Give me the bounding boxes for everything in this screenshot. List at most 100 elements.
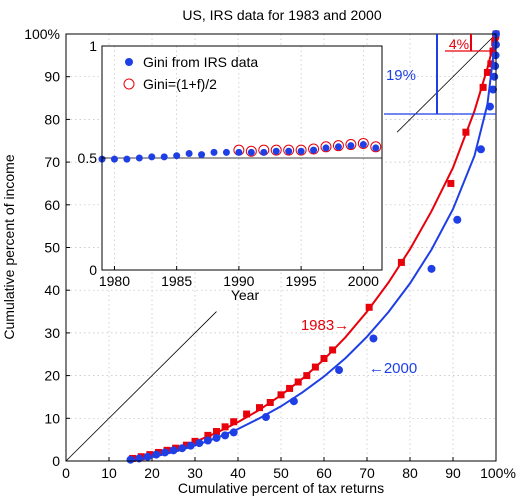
inset-x-tick-label: 1980 [99, 273, 130, 289]
inset-point-gini-irs [185, 150, 193, 158]
point-1983 [397, 258, 405, 266]
series-1983-label: 1983→ [301, 317, 349, 334]
inset-ticks: 1980 1985 1990 1995 2000 0 0.5 1 [78, 38, 380, 289]
equality-line-upper [396, 33, 497, 133]
inset-point-gini-irs [160, 153, 168, 161]
point-2000 [427, 264, 436, 273]
inset-grid [114, 46, 364, 270]
legend-label-gini-irs: Gini from IRS data [143, 54, 258, 70]
inset-point-gini-formula [370, 141, 382, 153]
inset-y-tick-label: 0.5 [78, 150, 98, 166]
point-2000 [335, 366, 344, 375]
y-axis-label: Cumulative percent of income [1, 154, 17, 339]
main-ticks: 0 10 20 30 40 50 60 70 80 90 100%01020304050607080… [24, 26, 516, 481]
inset-point-gini-irs [247, 148, 255, 156]
main-x-tick-label: 100% [480, 465, 516, 481]
inset-point-gini-formula [308, 143, 320, 155]
point-2000 [261, 413, 270, 422]
inset-point-gini-irs [173, 152, 181, 160]
inset-chart: 1980 1985 1990 1995 2000 0 0.5 1 Year Gini from… [78, 38, 383, 303]
point-1983 [204, 431, 212, 439]
inset-point-gini-irs [297, 147, 305, 155]
point-1983 [277, 391, 285, 399]
main-plot-area [65, 30, 500, 464]
legend-label-gini-formula: Gini=(1+f)/2 [143, 76, 217, 92]
inset-point-gini-irs [272, 147, 280, 155]
point-2000 [178, 444, 187, 453]
point-2000 [135, 454, 144, 463]
inset-point-gini-irs [359, 141, 367, 149]
point-1983 [311, 363, 319, 371]
inset-point-gini-irs [334, 143, 342, 151]
point-2000 [488, 85, 497, 94]
inset-point-gini-formula [345, 139, 357, 151]
point-1983 [182, 441, 190, 449]
main-y-tick-label: 90 [44, 69, 60, 85]
point-2000 [476, 145, 485, 154]
inset-point-gini-irs [222, 148, 230, 156]
annotation-19-percent: 19% [384, 34, 496, 115]
inset-point-gini-irs [260, 148, 268, 156]
main-x-tick-label: 70 [359, 465, 375, 481]
annotation-4-label: 4% [449, 36, 469, 52]
point-2000 [212, 433, 221, 442]
point-1983 [329, 346, 337, 354]
main-y-tick-label: 0 [52, 453, 60, 469]
legend-marker-gini-irs [125, 58, 133, 66]
point-2000 [229, 428, 238, 437]
inset-x-axis-label: Year [231, 287, 260, 303]
inset-plot-area [98, 137, 382, 163]
point-1983 [294, 378, 302, 386]
x-axis-label: Cumulative percent of tax returns [178, 480, 384, 496]
inset-point-gini-irs [148, 153, 156, 161]
main-x-tick-label: 30 [187, 465, 203, 481]
main-plot-frame [65, 33, 497, 462]
main-y-tick-label: 50 [44, 240, 60, 256]
chart-title: US, IRS data for 1983 and 2000 [182, 7, 381, 23]
inset-point-gini-irs [110, 155, 118, 163]
inset-point-gini-formula [295, 144, 307, 156]
point-1983 [320, 355, 328, 363]
point-2000 [221, 431, 230, 440]
point-1983 [365, 303, 373, 311]
main-x-tick-label: 0 [62, 465, 70, 481]
main-y-tick-label: 70 [44, 154, 60, 170]
inset-point-gini-irs [135, 154, 143, 162]
inset-point-gini-irs [322, 144, 330, 152]
inset-legend: Gini from IRS data Gini=(1+f)/2 [123, 54, 258, 92]
inset-point-gini-formula [270, 144, 282, 156]
inset-point-gini-irs [210, 148, 218, 156]
point-2000 [485, 102, 494, 111]
main-x-tick-label: 80 [402, 465, 418, 481]
inset-point-gini-irs [123, 155, 131, 163]
inset-point-gini-irs [347, 142, 355, 150]
inset-point-gini-formula [357, 137, 369, 149]
main-y-tick-label: 100% [24, 26, 60, 42]
point-1983 [221, 423, 229, 431]
point-2000 [195, 439, 204, 448]
inset-point-gini-irs [372, 144, 380, 152]
point-1983 [243, 410, 251, 418]
annotation-19-label: 19% [386, 67, 416, 84]
main-y-tick-label: 40 [44, 282, 60, 298]
inset-point-gini-irs [285, 147, 293, 155]
point-2000 [490, 72, 499, 81]
series-2000-label: ←2000 [369, 360, 417, 377]
point-1983 [213, 428, 220, 436]
inset-x-tick-label: 1985 [161, 273, 192, 289]
main-y-tick-label: 60 [44, 197, 60, 213]
point-1983 [230, 418, 238, 426]
main-x-tick-label: 40 [230, 465, 246, 481]
point-1983 [256, 404, 263, 412]
inset-point-gini-formula [245, 145, 257, 157]
main-grid [66, 34, 496, 461]
inset-point-gini-irs [310, 146, 318, 154]
point-2000 [126, 455, 135, 464]
point-2000 [186, 441, 195, 450]
main-x-tick-label: 50 [273, 465, 289, 481]
point-2000 [152, 450, 161, 459]
legend-marker-gini-formula [123, 78, 135, 90]
main-y-tick-label: 20 [44, 368, 60, 384]
inset-point-gini-irs [198, 151, 206, 159]
